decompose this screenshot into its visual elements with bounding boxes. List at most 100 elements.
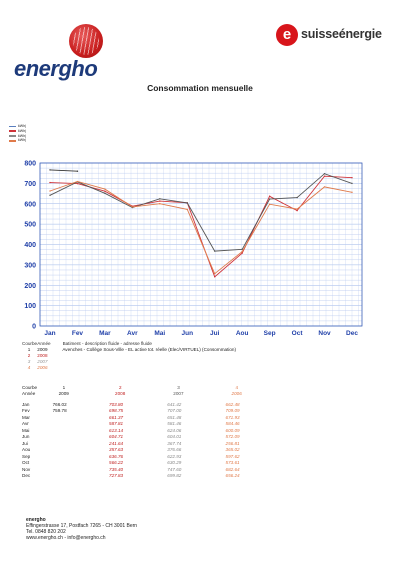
table-row: Jui 241.64 367.74 256.81 [22,440,282,447]
table-month: Dec [22,473,31,479]
data-point [323,186,326,188]
legend-label: kWh| [18,128,27,133]
table-cell: 766.02 [52,401,67,407]
energho-wordmark: energho [14,56,98,81]
data-table: Courbe 1 2 3 4 Année 2009 2008 2007 2006… [22,384,282,479]
legend-item: kWh| [9,124,26,129]
table-month: Sep [22,453,31,459]
table-cell: 367.74 [167,440,182,446]
table-cell: 365.02 [225,447,240,453]
data-point [76,180,79,183]
y-tick-label: 400 [24,242,36,249]
meta-curve-number: 1 [27,347,31,352]
table-row: Mai 613.14 624.06 600.09 [22,427,282,434]
suisse-energie-logo: e suisseénergie [276,24,382,54]
table-cell: 759.78 [52,408,67,414]
table-header-row: Année 2009 2008 2007 2006 [22,391,282,398]
meta-row: 4 2006 [22,365,392,371]
table-cell: 581.46 [167,421,182,427]
legend-label: kWh| [18,133,27,138]
table-cell: 630.29 [167,460,182,466]
data-point [241,250,243,253]
energho-ball-icon [69,24,103,58]
data-point [49,181,51,184]
meta-header: Courbe Année Batiment - description flui… [22,341,392,347]
table-cell: 584.46 [225,421,240,427]
data-point [214,250,216,252]
data-point [351,191,353,193]
table-cell: 587.81 [109,421,124,427]
y-tick-label: 700 [24,181,36,188]
x-tick-label: Mai [154,330,165,337]
x-tick-label: Jan [44,330,55,337]
x-tick-label: Jun [181,330,193,337]
table-month: Mar [22,414,30,420]
y-tick-label: 100 [24,303,36,310]
table-cell: 604.01 [167,434,182,440]
data-point [214,276,216,278]
data-point [241,252,243,254]
table-cell: 572.09 [225,434,240,440]
data-point [104,190,106,192]
data-point [49,194,51,197]
table-cell: 747.60 [167,466,182,472]
table-year: 2008 [115,391,126,397]
table-month: Fev [22,408,30,414]
table-curve-number: 1 [62,384,66,390]
legend-label: kWh| [18,138,27,143]
x-tick-label: Jui [210,330,220,337]
y-tick-label: 600 [24,201,36,208]
y-tick-label: 800 [24,161,36,168]
table-cell: 622.93 [167,453,182,459]
curve-description: Courbe Année Batiment - description flui… [22,341,392,371]
data-point [76,182,79,185]
data-point [296,209,298,212]
energho-logo: energho [14,24,124,82]
table-head-annee: Année [22,391,36,397]
table-cell: 656.24 [225,473,240,479]
chart-title: Consommation mensuelle [147,83,253,93]
data-point [268,198,271,200]
table-cell: 604.71 [109,434,124,440]
series-line-2009 [49,169,78,172]
table-month: Mai [22,427,30,433]
table-cell: 707.00 [167,408,182,414]
data-point [131,206,134,208]
table-row: Oct 566.22 630.29 573.61 [22,460,282,467]
y-tick-label: 200 [24,283,36,290]
x-tick-label: Fev [72,330,84,337]
meta-curve-number: 3 [27,359,31,364]
table-cell: 662.48 [225,401,240,407]
table-cell: 256.81 [225,440,240,446]
meta-year: 2008 [37,353,48,358]
table-month: Aou [22,447,31,453]
table-curve-number: 3 [177,384,180,390]
table-cell: 699.82 [167,473,182,479]
legend-label: kWh| [18,124,27,128]
meta-curve-number: 4 [27,365,31,370]
table-row: Jan 766.02 703.80 641.42 662.48 [22,401,282,408]
table-month: Nov [22,466,31,472]
table-cell: 613.14 [109,427,124,433]
data-point [323,172,326,175]
table-year: 2006 [231,391,242,397]
table-cell: 376.66 [167,447,182,453]
data-point [323,175,326,177]
table-cell: 671.93 [225,414,240,420]
suisse-energie-wordmark: suisseénergie [301,27,382,41]
x-tick-label: Dec [346,330,358,337]
footer-name: energho [26,517,46,523]
table-cell [53,473,109,480]
meta-year: 2006 [37,365,48,370]
table-cell: 357.63 [109,447,124,453]
table-year: 2009 [58,391,69,397]
x-tick-label: Mar [99,330,111,337]
legend-item: kWh| [9,129,26,134]
meta-curve-number: 2 [27,353,31,358]
table-month: Jun [22,434,30,440]
table-head-courbe: Courbe [22,384,38,390]
line-chart: 0 100 200 300 400 500 600 700 800 Jan Fev Mar Avr Mai… [24,161,363,337]
table-cell: 727.83 [109,473,124,479]
series-line-2006 [49,181,353,275]
data-point [159,200,161,202]
